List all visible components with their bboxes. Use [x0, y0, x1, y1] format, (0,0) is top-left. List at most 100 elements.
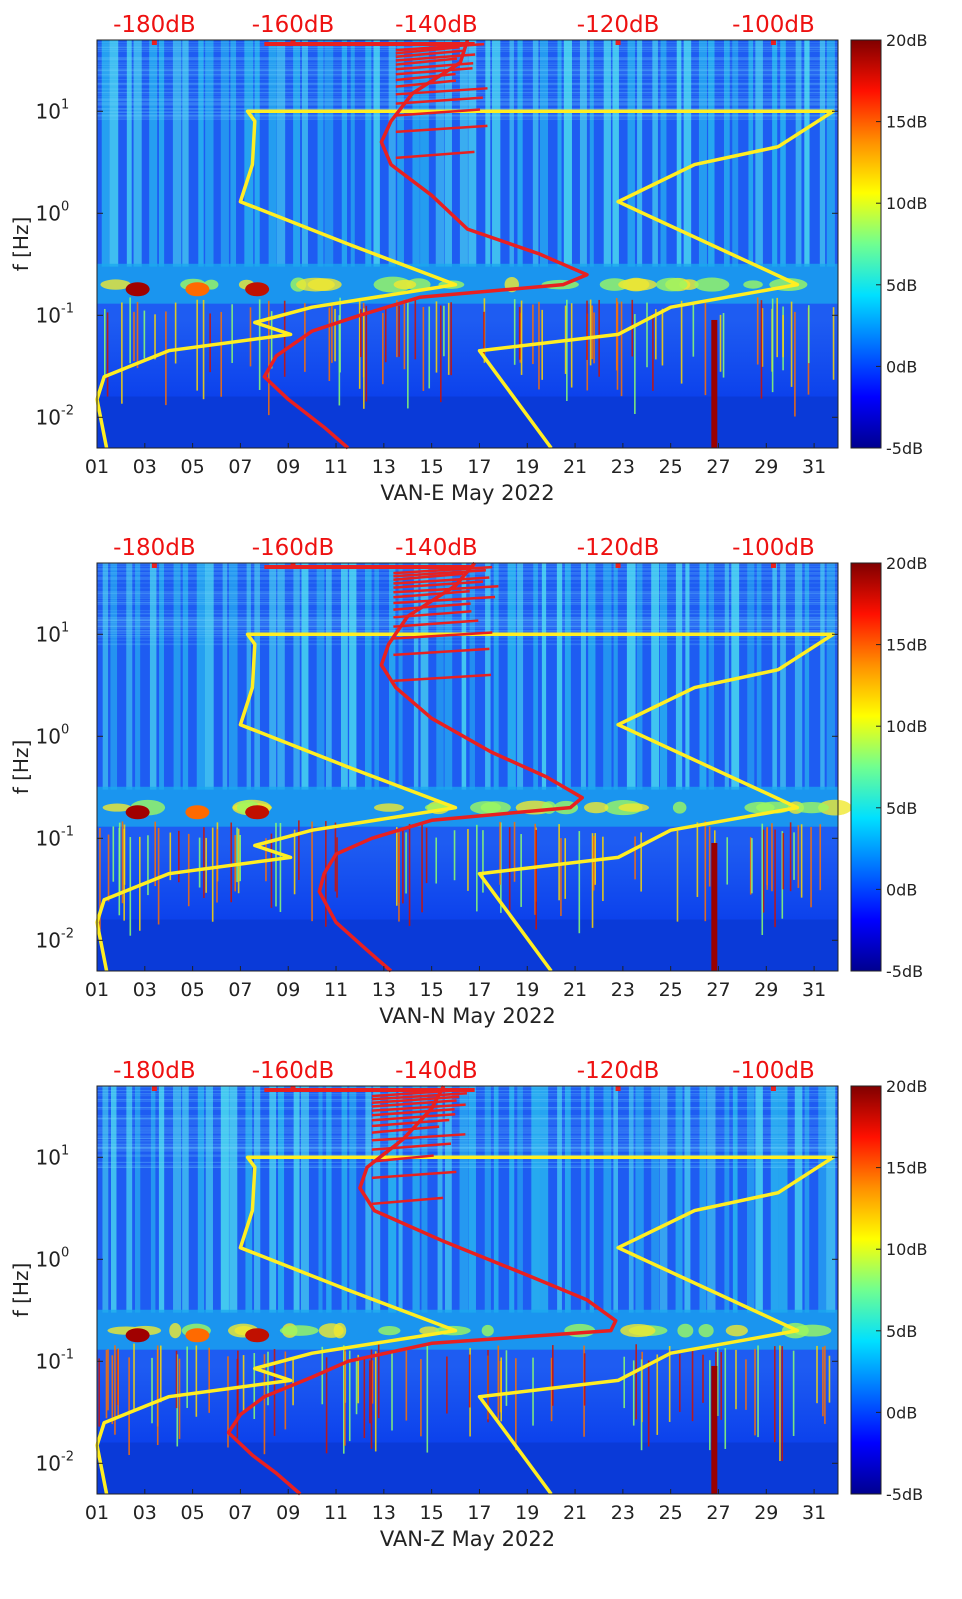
heatmap-spike: [174, 302, 177, 364]
heatmap-spike: [156, 1345, 159, 1446]
y-tick-exponent: -1: [61, 824, 74, 839]
heatmap-spike: [797, 825, 800, 888]
heatmap-speckle: [97, 616, 838, 618]
x-tick-label: 27: [706, 979, 730, 1001]
heatmap-diurnal-column: [699, 563, 707, 790]
top-axis-label: -180dB: [113, 12, 196, 38]
top-axis-marker: [151, 1086, 157, 1091]
top-axis-label: -120dB: [577, 12, 660, 38]
heatmap-diurnal-column: [398, 1086, 403, 1313]
heatmap-speckle: [97, 636, 838, 638]
x-tick-label: 15: [420, 1502, 444, 1524]
heatmap-speckle: [97, 1118, 838, 1120]
heatmap-spike: [592, 835, 595, 891]
y-tick-label: 10: [36, 1349, 61, 1373]
heatmap-spike: [447, 302, 450, 375]
psd-curve: [226, 1085, 618, 1496]
heatmap-diurnal-column: [220, 1086, 229, 1313]
heatmap-speckle: [97, 1127, 838, 1129]
top-axis-marker: [290, 40, 296, 45]
psd-curve-spike: [393, 647, 490, 657]
heatmap-speckle: [97, 630, 838, 632]
heatmap-speckle: [97, 73, 838, 75]
heatmap-hotspot: [125, 1328, 150, 1343]
heatmap-speckle: [97, 643, 838, 645]
heatmap-speckle: [97, 1106, 838, 1108]
heatmap-diurnal-column: [531, 1086, 540, 1313]
heatmap-spike: [121, 302, 123, 404]
heatmap-diurnal-column: [660, 40, 667, 267]
heatmap-hotspot: [307, 278, 342, 291]
heatmap-speckle: [97, 115, 838, 117]
heatmap-hotspot: [169, 1322, 182, 1339]
heatmap-diurnal-column: [365, 563, 372, 790]
heatmap-speckle: [97, 1150, 838, 1152]
heatmap-diurnal-column: [539, 40, 549, 267]
heatmap-diurnal-column: [732, 40, 739, 267]
heatmap-spike: [414, 298, 417, 360]
heatmap-spike: [832, 307, 835, 380]
heatmap-spike: [382, 312, 384, 385]
heatmap-spike: [371, 1360, 374, 1404]
heatmap-speckle: [97, 1098, 838, 1100]
top-axis-label: -140dB: [395, 535, 478, 561]
psd-curve-spike: [393, 631, 493, 640]
heatmap-spike: [704, 302, 707, 396]
x-tick-label: 17: [467, 979, 491, 1001]
heatmap-speckle: [97, 593, 838, 595]
heatmap-spike: [620, 301, 623, 397]
heatmap-spike: [476, 824, 478, 912]
y-tick-label: 10: [36, 1451, 61, 1475]
x-tick-label: 13: [372, 979, 396, 1001]
heatmap-diurnal-column: [589, 40, 594, 267]
heatmap-speckle: [97, 630, 838, 632]
heatmap-spike: [237, 828, 240, 894]
y-axis-label: f [Hz]: [9, 740, 33, 795]
heatmap-speckle: [97, 1143, 838, 1145]
heatmap-speckle: [97, 626, 838, 628]
heatmap-diurnal-column: [135, 563, 141, 790]
colorbar-tick-label: -5dB: [886, 962, 923, 981]
noise-model-curve: [95, 1155, 835, 1496]
heatmap-diurnal-column: [101, 40, 110, 267]
heatmap-spike: [711, 1365, 718, 1494]
colorbar-tick-label: 5dB: [886, 799, 917, 818]
heatmap-speckle: [97, 102, 838, 104]
heatmap-spike: [518, 306, 521, 360]
heatmap-spike: [279, 822, 282, 913]
heatmap-diurnal-column: [318, 1086, 323, 1313]
heatmap-spike: [236, 827, 238, 883]
heatmap-spike: [398, 305, 400, 357]
heatmap-diurnal-column: [579, 40, 587, 267]
heatmap-spike: [708, 826, 711, 887]
heatmap-diurnal-column: [373, 40, 380, 267]
heatmap-diurnal-column: [182, 40, 189, 267]
heatmap-spike: [793, 832, 795, 880]
heatmap-spike: [403, 299, 406, 370]
heatmap-spike: [505, 1350, 508, 1406]
heatmap-speckle: [97, 57, 838, 59]
psd-curve-spike: [393, 580, 484, 589]
heatmap-hotspot: [698, 1323, 714, 1338]
heatmap-hotspot: [677, 1323, 694, 1338]
heatmap-spike: [328, 307, 331, 382]
heatmap-spike: [774, 829, 776, 928]
heatmap-spike: [377, 1344, 380, 1419]
heatmap-spike: [711, 842, 718, 971]
plot-frame: [96, 562, 839, 972]
heatmap-spike: [391, 1351, 393, 1431]
heatmap-spike: [513, 299, 516, 365]
y-tick-exponent: 1: [61, 620, 69, 635]
heatmap-spike: [704, 821, 707, 922]
heatmap-speckle: [97, 1145, 838, 1147]
y-tick-exponent: 0: [61, 199, 69, 214]
heatmap-speckle: [97, 102, 838, 104]
heatmap-spike: [103, 308, 106, 377]
heatmap-spike: [186, 1346, 188, 1408]
heatmap-speckle: [97, 1130, 838, 1132]
heatmap-spike: [208, 1347, 210, 1413]
heatmap-spike: [123, 828, 125, 921]
psd-curve: [317, 561, 584, 973]
heatmap-diurnal-column: [102, 1086, 109, 1313]
